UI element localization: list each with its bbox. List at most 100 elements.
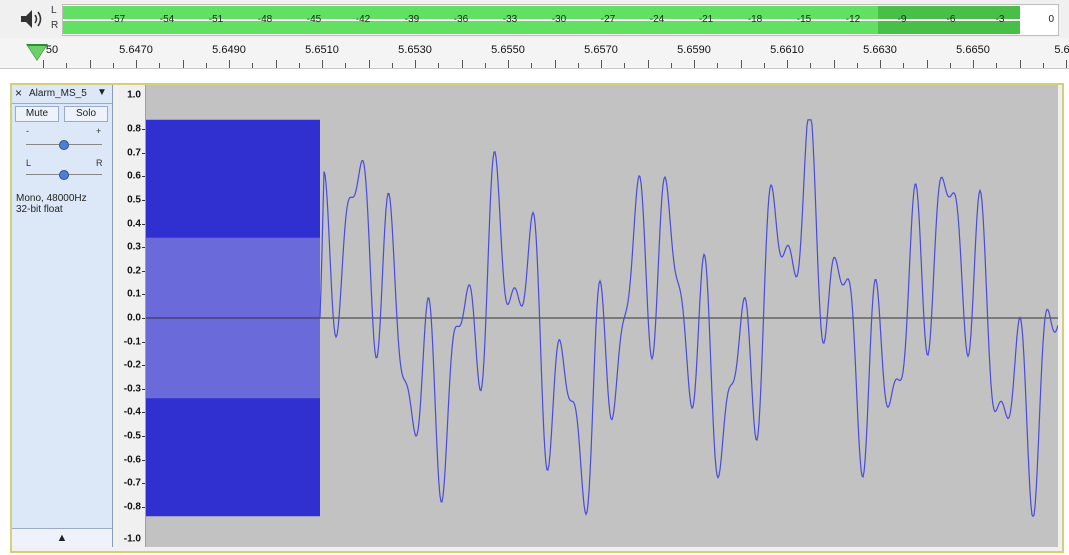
ruler-tick [764, 63, 765, 68]
ruler-time-label: 5.6530 [398, 44, 432, 56]
track-format-rate: Mono, 48000Hz [16, 193, 87, 204]
ruler-tick [996, 63, 997, 68]
ruler-tick [1020, 60, 1021, 68]
amplitude-tick [142, 129, 145, 131]
waveform-display[interactable] [146, 85, 1058, 547]
playback-meter[interactable]: -57 -54 -51 -48 -45 -42 -39 -36 -33 -30 -27 -24 -21-… [62, 4, 1059, 36]
amplitude-tick [142, 247, 145, 249]
ruler-time-label: 5.6630 [863, 44, 897, 56]
ruler-tick [671, 63, 672, 68]
ruler-tick [322, 60, 323, 68]
amplitude-label: -0.2 [123, 359, 141, 371]
ruler-tick [624, 63, 625, 68]
meter-level-right [63, 21, 878, 34]
amplitude-label: -0.1 [123, 336, 141, 348]
amplitude-tick [142, 223, 145, 225]
ruler-tick [857, 63, 858, 68]
collapse-track-button[interactable]: ▲ [12, 528, 112, 547]
meter-tick-label: -30 [551, 14, 567, 25]
play-head-icon[interactable] [28, 46, 46, 60]
gain-slider-knob[interactable] [59, 140, 69, 150]
track-format-info: Mono, 48000Hz 32-bit float [16, 193, 87, 215]
track-title-bar: × Alarm_MS_5 ▼ [12, 85, 112, 104]
amplitude-label: -0.8 [123, 501, 141, 513]
gain-plus-label: + [96, 126, 102, 136]
waveform-line [319, 119, 1058, 518]
ruler-tick [834, 60, 835, 68]
meter-end-label: 0 [1048, 14, 1054, 25]
ruler-tick [531, 63, 532, 68]
meter-tick-label: -18 [747, 14, 763, 25]
ruler-tick [810, 63, 811, 68]
amplitude-tick [142, 483, 145, 485]
track-control-panel[interactable]: × Alarm_MS_5 ▼ Mute Solo - + L R Mono, 4… [12, 85, 113, 547]
meter-tick-label: -54 [159, 14, 175, 25]
meter-tick-label: -36 [453, 14, 469, 25]
ruler-tick [43, 60, 44, 68]
ruler-tick [648, 60, 649, 68]
meter-tick-label: -12 [845, 14, 861, 25]
amplitude-tick [142, 152, 145, 154]
ruler-tick [973, 60, 974, 68]
track-menu-dropdown-icon[interactable]: ▼ [97, 87, 107, 98]
ruler-tick [741, 60, 742, 68]
ruler-tick [438, 63, 439, 68]
amplitude-label: 0.7 [127, 147, 141, 159]
ruler-tick [136, 60, 137, 68]
meter-tick-label: -39 [404, 14, 420, 25]
ruler-tick [369, 60, 370, 68]
meter-tick-label: -57 [110, 14, 126, 25]
amplitude-tick [142, 412, 145, 414]
amplitude-label: -0.6 [123, 454, 141, 466]
amplitude-label: -0.3 [123, 383, 141, 395]
amplitude-label: 0.4 [127, 218, 141, 230]
meter-peak-left [877, 6, 1020, 19]
ruler-time-label: 5.6490 [212, 44, 246, 56]
gain-minus-label: - [26, 126, 29, 136]
amplitude-tick [142, 318, 145, 319]
meter-tick-label: -6 [946, 14, 956, 25]
meter-tick-label: -42 [355, 14, 371, 25]
track-name[interactable]: Alarm_MS_5 [29, 88, 87, 99]
ruler-time-label: 5.6510 [305, 44, 339, 56]
amplitude-label: 0.3 [127, 241, 141, 253]
meter-tick-label: -24 [649, 14, 665, 25]
pan-left-label: L [26, 158, 32, 168]
mute-button[interactable]: Mute [15, 106, 59, 122]
ruler-tick [555, 60, 556, 68]
meter-peak-right [877, 21, 1020, 34]
amplitude-tick [142, 341, 145, 343]
ruler-tick [601, 60, 602, 68]
speaker-icon[interactable] [18, 6, 44, 32]
meter-tick-label: -33 [502, 14, 518, 25]
solo-button[interactable]: Solo [64, 106, 108, 122]
ruler-time-label: 5.6570 [584, 44, 618, 56]
track-close-button[interactable]: × [15, 86, 23, 100]
ruler-tick [462, 60, 463, 68]
meter-tick-label: -48 [257, 14, 273, 25]
amplitude-ruler[interactable]: 1.0 -1.0 0.8 0.7 0.6 0.5 0.4 0.3 0.2 0.1 0.0 -0.1… [113, 85, 146, 547]
meter-tick-label: -9 [897, 14, 907, 25]
ruler-tick [1066, 60, 1067, 68]
ruler-tick [1043, 63, 1044, 68]
ruler-tick [66, 63, 67, 68]
amplitude-label: 0.5 [127, 194, 141, 206]
ruler-tick [345, 63, 346, 68]
amplitude-label: 0.6 [127, 170, 141, 182]
ruler-tick [183, 60, 184, 68]
ruler-tick [485, 63, 486, 68]
ruler-tick [252, 63, 253, 68]
ruler-tick [90, 60, 91, 68]
amplitude-label: 0.8 [127, 123, 141, 135]
waveform-area[interactable] [146, 85, 1058, 547]
ruler-gap [0, 69, 1069, 83]
ruler-time-label: 5.6590 [677, 44, 711, 56]
amplitude-tick [142, 270, 145, 272]
ruler-tick [415, 60, 416, 68]
pan-slider-knob[interactable] [59, 170, 69, 180]
timeline-ruler[interactable] [0, 38, 1069, 69]
amplitude-tick [142, 294, 145, 296]
amplitude-label: 0.0 [127, 312, 141, 324]
ruler-tick [578, 63, 579, 68]
ruler-time-label: 5.6550 [491, 44, 525, 56]
